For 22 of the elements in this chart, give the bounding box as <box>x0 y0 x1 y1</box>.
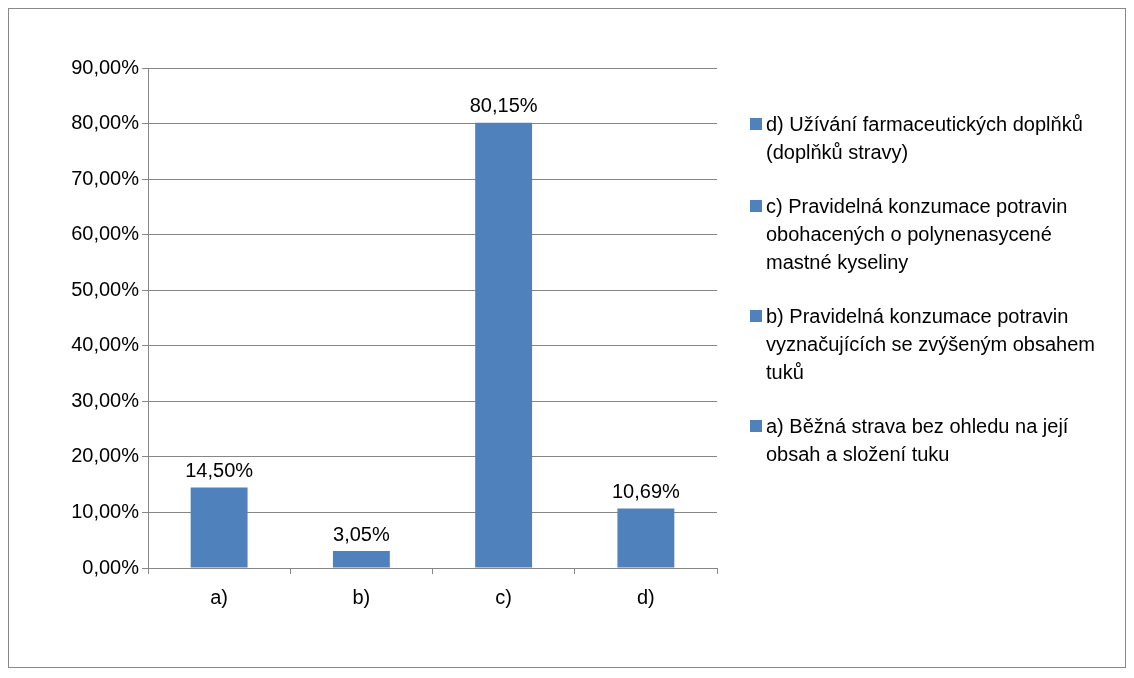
data-label: 80,15% <box>469 94 538 117</box>
y-tick-label: 60,00% <box>71 222 140 245</box>
data-label: 3,05% <box>333 522 390 545</box>
legend-label: c) Pravidelná konzumace potravin obohacených o polynenasycené mastné kyseliny <box>766 194 1069 275</box>
y-tick-label: 50,00% <box>71 277 140 300</box>
legend-label: b) Pravidelná konzumace potravin vyznačujících se zvýšeným obsahem tuků <box>766 304 1097 385</box>
legend-label: a) Běžná strava bez ohledu na její obsah a složení tuku <box>766 414 1070 467</box>
y-tick-label: 80,00% <box>71 111 140 134</box>
x-tick-label: a) <box>210 585 229 608</box>
y-tick-label: 10,00% <box>71 499 140 522</box>
y-tick-label: 70,00% <box>71 166 140 189</box>
y-tick-label: 0,00% <box>82 555 140 578</box>
x-tick-label: c) <box>495 585 512 608</box>
x-tick-label: d) <box>636 585 655 608</box>
data-label: 14,50% <box>185 458 254 481</box>
y-tick-label: 40,00% <box>71 333 140 356</box>
y-tick-label: 20,00% <box>71 444 140 467</box>
y-tick-label: 90,00% <box>71 55 140 78</box>
y-tick-label: 30,00% <box>71 388 140 411</box>
x-tick-label: b) <box>352 585 371 608</box>
legend-label: d) Užívání farmaceutických doplňků (doplňků stravy) <box>766 112 1084 165</box>
data-label: 10,69% <box>611 480 680 503</box>
